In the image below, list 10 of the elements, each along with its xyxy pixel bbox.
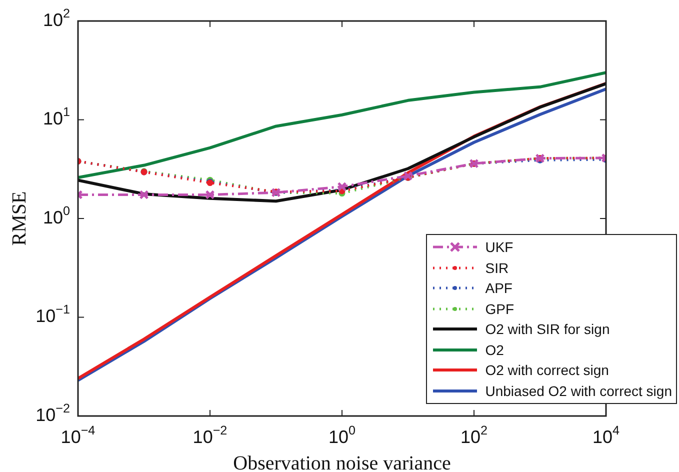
legend-label: UKF [485,239,514,256]
y-axis-title: RMSE [8,191,30,246]
legend-label: SIR [485,260,509,276]
legend-label: Unbiased O2 with correct sign [485,382,672,399]
legend-label: O2 with SIR for sign [485,321,610,338]
legend-label: O2 [485,342,504,358]
legend-label: APF [485,280,512,296]
legend-label: O2 with correct sign [485,362,609,378]
legend-label: GPF [485,300,514,317]
x-axis-title: Observation noise variance [233,452,451,472]
